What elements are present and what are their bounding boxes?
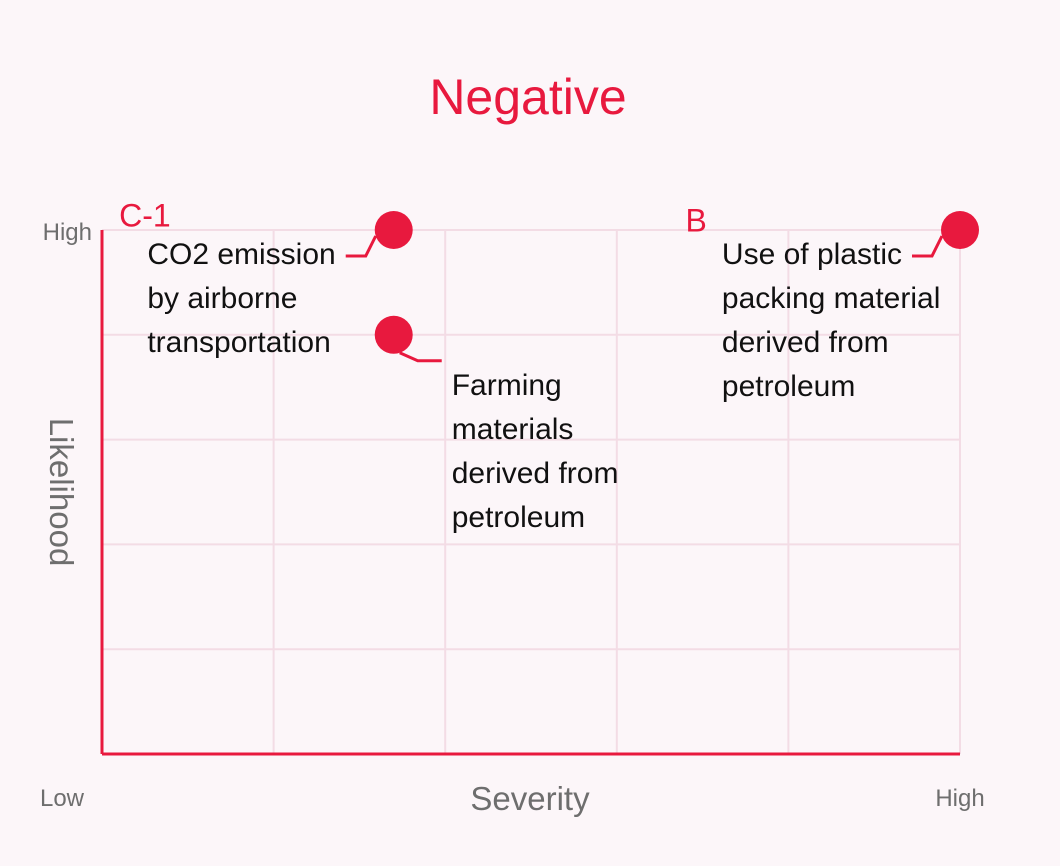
x-tick-label-low: Low (40, 785, 85, 812)
data-point (374, 211, 413, 249)
data-point (941, 211, 979, 249)
axes (100, 230, 960, 756)
point-label-line: packing material (722, 282, 940, 315)
quadrant-labels: C-1 B (119, 197, 707, 238)
point-label-line: petroleum (722, 370, 855, 403)
chart-title: Negative (429, 69, 626, 125)
quadrant-label: B (685, 203, 706, 239)
point-label-line: CO2 emission (147, 238, 335, 271)
tick-labels: Low High High (40, 219, 985, 812)
x-tick-label-high: High (935, 785, 984, 812)
point-label: Use of plastic packing material derived fr… (722, 238, 940, 403)
y-axis-label: Likelihood (43, 418, 80, 567)
data-point-group: CO2 emission by airborne transportation (147, 211, 413, 359)
point-label-line: Use of plastic (722, 238, 902, 271)
x-axis-label: Severity (470, 780, 590, 817)
point-label-line: Farming (452, 369, 562, 402)
point-label: Farming materials derived from petroleum (452, 369, 619, 534)
point-label-line: materials (452, 413, 574, 446)
data-point (374, 315, 413, 354)
point-label-line: derived from (452, 457, 619, 490)
y-tick-label-high: High (43, 219, 92, 246)
leader-line (345, 235, 378, 258)
leader-line (912, 235, 944, 258)
data-points: CO2 emission by airborne transportation Far… (147, 211, 979, 534)
point-label-line: petroleum (452, 501, 585, 534)
point-label-line: by airborne (147, 282, 297, 315)
leader-line (399, 351, 442, 363)
point-label-line: derived from (722, 326, 889, 359)
quadrant-label: C-1 (119, 197, 171, 233)
data-point-group: Use of plastic packing material derived fr… (722, 211, 979, 403)
data-point-group: Farming materials derived from petroleum (374, 315, 619, 534)
point-label-line: transportation (147, 326, 330, 359)
point-label: CO2 emission by airborne transportation (147, 238, 335, 359)
